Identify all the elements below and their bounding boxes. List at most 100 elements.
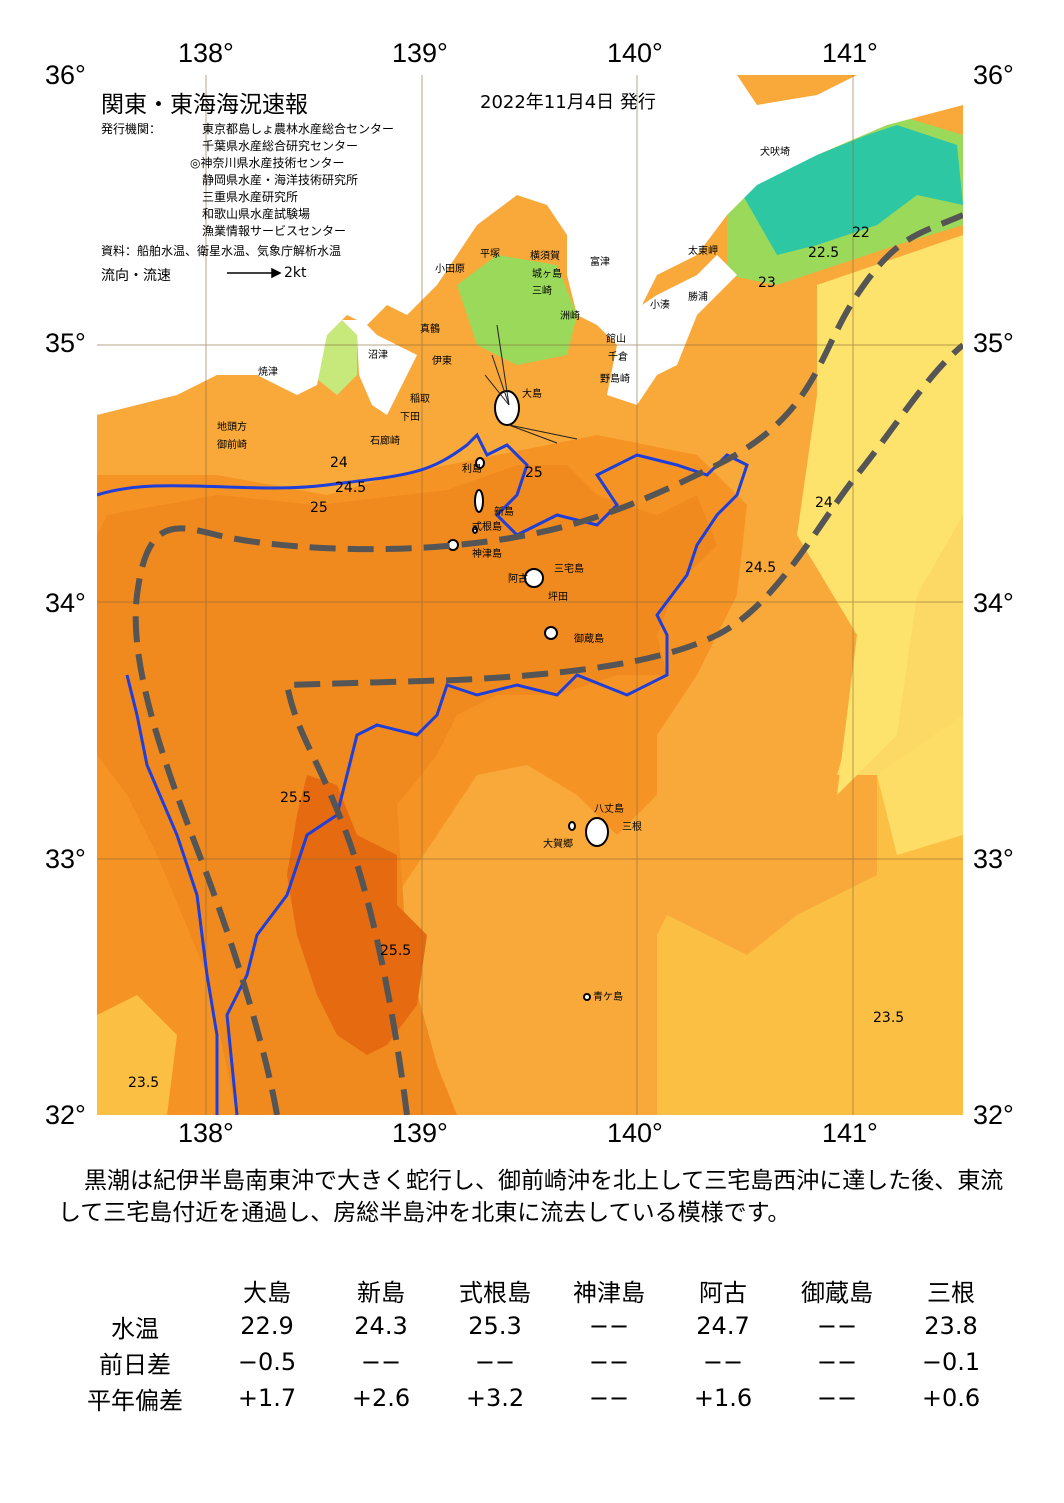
contour-label: 23.5 — [128, 1075, 160, 1091]
land-boso — [597, 255, 737, 405]
cold-water-teal — [737, 125, 963, 255]
cold-water-tokyo-bay — [457, 255, 577, 365]
table-header-row: 大島 新島 式根島 神津島 阿古 御蔵島 三根 — [60, 1272, 1008, 1308]
table-cell: −− — [360, 1348, 402, 1376]
table-cell: 23.8 — [924, 1312, 978, 1340]
lat-label-right-36: 36° — [973, 60, 1014, 90]
map-title: 関東・東海海況速報 — [101, 92, 308, 118]
row-label: 平年偏差 — [87, 1386, 183, 1415]
place-label: 大賀郷 — [543, 839, 573, 850]
column-header: 式根島 — [459, 1278, 531, 1307]
place-label: 富津 — [590, 257, 610, 268]
place-label: 千倉 — [608, 352, 628, 363]
table-cell: −− — [588, 1348, 630, 1376]
temp-zone-23-5-southwest — [97, 995, 177, 1115]
island-hachijojima — [585, 817, 609, 847]
place-label: 城ヶ島 — [532, 269, 562, 280]
contour-label: 24.5 — [745, 560, 777, 576]
row-label: 水温 — [111, 1314, 159, 1343]
column-header: 新島 — [357, 1278, 405, 1307]
contour-label: 23 — [758, 275, 776, 291]
lat-label-left-34: 34° — [45, 588, 86, 618]
place-label: 大島 — [522, 389, 542, 400]
contour-label: 24 — [815, 495, 833, 511]
kuroshio-axis-main — [132, 212, 963, 1115]
place-label: 利島 — [462, 464, 482, 475]
place-label: 三宅島 — [554, 564, 584, 575]
lon-label-top-138: 138° — [178, 38, 234, 68]
place-label: 焼津 — [258, 367, 278, 378]
issuer-5: 三重県水産研究所 — [202, 190, 299, 204]
table-cell: +1.7 — [237, 1384, 297, 1412]
island-shikinejima — [472, 526, 478, 534]
place-label: 野島崎 — [600, 374, 630, 385]
column-header: 大島 — [243, 1278, 291, 1307]
place-label: 三崎 — [532, 286, 552, 297]
place-label: 犬吠埼 — [760, 147, 790, 158]
lon-label-bottom-141: 141° — [822, 1118, 878, 1148]
place-label: 太東岬 — [688, 246, 718, 257]
temp-zone-25-5 — [287, 775, 427, 1055]
table-row: 前日差 −0.5 −− −− −− −− −− −0.1 — [60, 1344, 1008, 1380]
table-cell: −− — [702, 1348, 744, 1376]
table-cell: +1.6 — [693, 1384, 753, 1412]
island-mikurajima — [544, 626, 558, 640]
issuer-3: ◎神奈川県水産技術センター — [190, 156, 345, 170]
table-cell: −0.5 — [237, 1348, 297, 1376]
contour-label: 25 — [310, 500, 328, 516]
table-cell: −− — [816, 1384, 858, 1412]
column-header: 三根 — [927, 1278, 975, 1307]
place-label: 新島 — [494, 507, 514, 518]
place-label: 勝浦 — [688, 292, 708, 303]
issue-date: 2022年11月4日 発行 — [480, 92, 656, 113]
land-izu — [342, 320, 417, 415]
place-label: 小田原 — [435, 264, 465, 275]
table-cell: −− — [588, 1384, 630, 1412]
island-oshima — [494, 390, 520, 426]
contour-label: 25.5 — [280, 790, 312, 806]
lon-label-bottom-138: 138° — [178, 1118, 234, 1148]
place-label: 洲崎 — [560, 311, 580, 322]
lon-label-bottom-140: 140° — [607, 1118, 663, 1148]
sea-temperature-map — [97, 75, 963, 1115]
table-cell: 24.7 — [696, 1312, 750, 1340]
lat-label-right-33: 33° — [973, 844, 1014, 874]
issuer-6: 和歌山県水産試験場 — [202, 207, 311, 221]
temp-zone-23-north-east — [797, 235, 963, 795]
place-label: 神津島 — [472, 549, 502, 560]
place-label: 小湊 — [650, 300, 670, 311]
flow-vectors — [484, 324, 578, 444]
lat-label-right-35: 35° — [973, 328, 1014, 358]
island-miyakejima — [524, 568, 544, 588]
table-cell: −− — [588, 1312, 630, 1340]
contour-label: 22 — [852, 225, 870, 241]
lon-label-bottom-139: 139° — [392, 1118, 448, 1148]
lat-label-right-32: 32° — [973, 1100, 1014, 1130]
issuer-4: 静岡県水産・海洋技術研究所 — [202, 173, 359, 187]
observation-table: 大島 新島 式根島 神津島 阿古 御蔵島 三根 水温 22.9 24.3 25.… — [60, 1272, 1008, 1416]
contour-label: 25 — [525, 465, 543, 481]
flow-scale-arrow — [227, 267, 282, 279]
lat-label-left-33: 33° — [45, 844, 86, 874]
table-row: 水温 22.9 24.3 25.3 −− 24.7 −− 23.8 — [60, 1308, 1008, 1344]
place-label: 八丈島 — [594, 804, 624, 815]
place-label: 式根島 — [472, 522, 502, 533]
column-header: 神津島 — [573, 1278, 645, 1307]
table-cell: −− — [816, 1312, 858, 1340]
table-cell: 25.3 — [468, 1312, 522, 1340]
lat-label-left-35: 35° — [45, 328, 86, 358]
isotherm-25-line — [97, 432, 749, 1115]
island-niijima — [474, 489, 484, 513]
place-label: 稲取 — [410, 394, 430, 405]
lat-label-right-34: 34° — [973, 588, 1014, 618]
table-cell: 24.3 — [354, 1312, 408, 1340]
place-label: 横須賀 — [530, 251, 560, 262]
table-row: 平年偏差 +1.7 +2.6 +3.2 −− +1.6 −− +0.6 — [60, 1380, 1008, 1416]
graticule — [97, 75, 963, 1115]
lon-label-top-141: 141° — [822, 38, 878, 68]
table-cell: +2.6 — [351, 1384, 411, 1412]
place-label: 平塚 — [480, 249, 500, 260]
place-label: 御蔵島 — [574, 634, 604, 645]
contour-label: 24.5 — [335, 480, 367, 496]
island-toshima — [475, 457, 485, 469]
